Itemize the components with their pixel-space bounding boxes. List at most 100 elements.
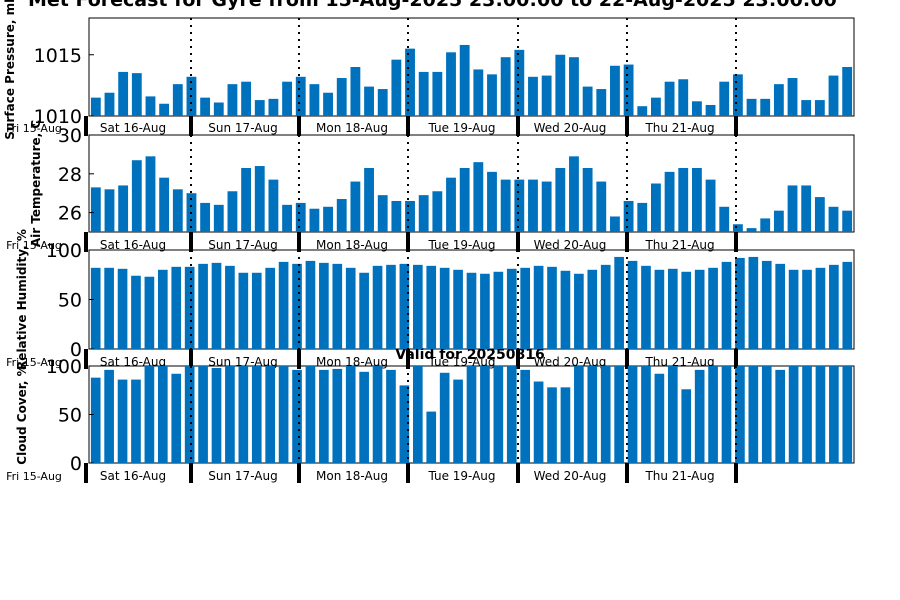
- bar: [145, 96, 156, 116]
- bar: [761, 260, 772, 349]
- bar: [760, 218, 771, 232]
- bar: [372, 366, 383, 463]
- bar: [459, 167, 470, 232]
- bar: [555, 167, 566, 232]
- bar: [746, 228, 757, 232]
- bar: [412, 264, 423, 349]
- bar: [587, 366, 598, 463]
- bar: [691, 101, 702, 116]
- x-tick-label: Fri 15-Aug: [6, 356, 62, 369]
- y-axis-label: Relative Humidity, %: [15, 229, 29, 370]
- bar: [560, 387, 571, 463]
- bar: [278, 261, 289, 349]
- bar: [569, 156, 579, 232]
- bar: [761, 366, 772, 463]
- bar: [732, 224, 743, 232]
- bar: [200, 202, 211, 232]
- x-tick-label: Sun 17-Aug: [208, 121, 277, 135]
- bar: [842, 366, 853, 463]
- bar: [391, 200, 402, 232]
- bar: [493, 366, 504, 463]
- bar: [466, 272, 477, 349]
- bar: [418, 195, 429, 232]
- bar: [596, 181, 607, 232]
- bar: [295, 76, 306, 116]
- bar: [587, 269, 598, 349]
- x-tick-label: Tue 19-Aug: [427, 238, 495, 252]
- bar: [667, 268, 678, 349]
- bar: [681, 271, 692, 349]
- bar: [104, 189, 115, 232]
- bar: [405, 48, 415, 117]
- bar: [623, 64, 634, 116]
- bar: [735, 366, 745, 463]
- bar: [118, 185, 129, 232]
- bar: [305, 260, 316, 349]
- bar: [705, 104, 716, 116]
- plot-frame-2: [88, 134, 855, 233]
- x-tick-label: Wed 20-Aug: [534, 469, 607, 483]
- bar: [332, 368, 343, 463]
- bar: [520, 267, 531, 349]
- bar: [815, 366, 826, 463]
- bar: [569, 57, 579, 116]
- x-tick-label: Fri 15-Aug: [6, 239, 62, 252]
- bar: [171, 266, 182, 349]
- bar: [238, 272, 249, 349]
- bar: [664, 171, 675, 232]
- bar: [131, 275, 141, 349]
- x-tick-label: Mon 18-Aug: [316, 121, 388, 135]
- bar: [473, 69, 484, 116]
- bar: [735, 257, 745, 349]
- bar: [225, 366, 235, 463]
- bar: [614, 366, 624, 463]
- bar: [651, 97, 661, 117]
- bar: [104, 369, 114, 463]
- bar: [359, 371, 369, 463]
- bar: [386, 369, 396, 463]
- bar: [90, 377, 101, 463]
- bar: [637, 106, 648, 116]
- bar: [828, 206, 839, 232]
- bar: [678, 167, 689, 232]
- bar: [426, 411, 437, 463]
- bar: [842, 67, 853, 116]
- y-tick-label: 0: [70, 453, 82, 475]
- bar: [506, 268, 517, 349]
- bar: [145, 156, 156, 232]
- x-tick-label: Wed 20-Aug: [534, 238, 607, 252]
- bar: [323, 92, 333, 116]
- bar: [241, 81, 252, 116]
- y-tick-label: 26: [58, 203, 82, 225]
- bar: [377, 195, 388, 232]
- bar: [372, 265, 383, 349]
- bar: [292, 263, 302, 349]
- bar: [829, 366, 839, 463]
- bar: [227, 84, 238, 116]
- bar: [555, 54, 566, 116]
- bar: [596, 89, 607, 116]
- bar: [90, 187, 101, 232]
- bar: [654, 269, 665, 349]
- bar: [667, 366, 678, 463]
- bar: [514, 49, 525, 116]
- bar: [336, 199, 347, 232]
- bar: [399, 385, 410, 463]
- bar: [432, 191, 443, 232]
- bar: [251, 272, 262, 349]
- bar: [773, 84, 784, 116]
- bar: [336, 78, 347, 116]
- bar: [213, 204, 224, 232]
- bar: [453, 269, 463, 349]
- bar: [815, 267, 826, 349]
- bar: [678, 79, 689, 116]
- x-tick-label: Sat 16-Aug: [100, 238, 166, 252]
- bar: [412, 366, 423, 463]
- bar: [691, 167, 702, 232]
- bar: [719, 206, 730, 232]
- bar: [473, 162, 484, 232]
- bar: [748, 256, 759, 349]
- bar: [480, 366, 490, 463]
- bar: [641, 366, 651, 463]
- bar: [466, 366, 477, 463]
